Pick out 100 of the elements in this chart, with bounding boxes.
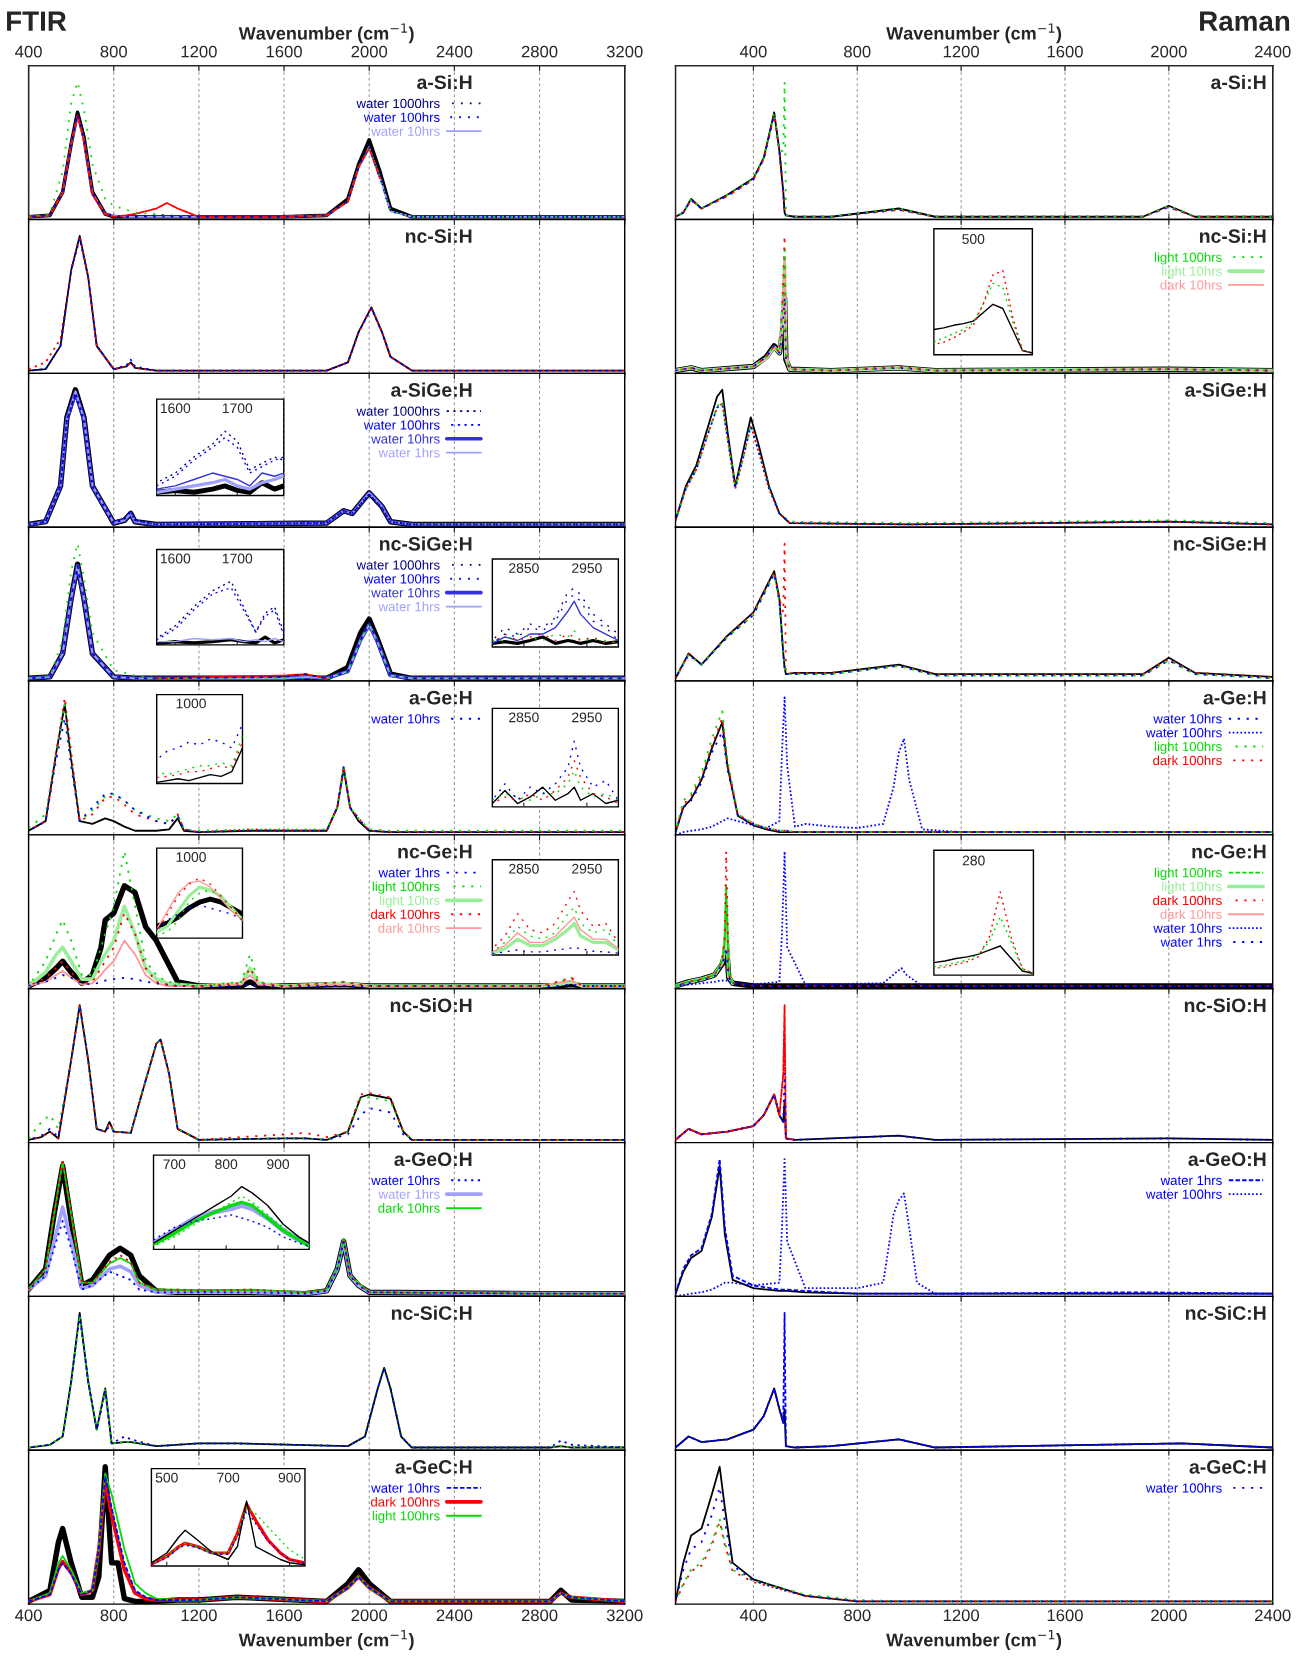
legend-label: light 100hrs	[1154, 867, 1222, 880]
x-tick-label: 1600	[266, 1609, 302, 1622]
chart-title: nc-SiGe:H	[1174, 536, 1266, 551]
legend-label: light 10hrs	[1162, 881, 1222, 894]
x-tick-label: 2000	[1151, 1609, 1187, 1622]
x2-tick-label: 400	[15, 45, 42, 58]
legend-label: water 10hrs	[371, 587, 440, 598]
legend-label: dark 100hrs	[370, 1496, 440, 1507]
legend-label: water 10hrs	[371, 713, 440, 724]
legend-label: water 100hrs	[363, 112, 440, 122]
x-tick-label: 400	[15, 1609, 42, 1622]
text: Raman	[1200, 11, 1290, 31]
legend-label: light 100hrs	[1154, 252, 1222, 265]
x-tick-label: 2950	[572, 863, 602, 874]
legend-label: water 100hrs	[363, 419, 440, 430]
legend-label: water 10hrs	[1153, 923, 1222, 933]
x-tick-label: 800	[844, 1609, 871, 1622]
chart-title: nc-SiGe:H	[379, 536, 472, 551]
legend-label: water 1hrs	[378, 867, 440, 878]
legend-label: water 1hrs	[1160, 1175, 1222, 1186]
legend-label: water 100hrs	[1145, 1483, 1222, 1493]
x-tick-label: 800	[215, 1159, 238, 1170]
legend-label: dark 10hrs	[1160, 909, 1222, 919]
x-tick-label: 2950	[572, 712, 602, 723]
legend-label: water 10hrs	[371, 1483, 440, 1493]
annotation: 280	[962, 855, 985, 866]
x2-axis-title: Wavenumber (cm$^{−1}$)	[238, 23, 414, 44]
x2-tick-label: 2000	[351, 45, 388, 58]
legend-label: water 1hrs	[1160, 937, 1222, 947]
legend-label: light 100hrs	[372, 881, 440, 894]
x2-tick-label: 2800	[521, 45, 558, 58]
x-tick-label: 500	[155, 1472, 178, 1483]
chart-title: a-GeO:H	[394, 1152, 472, 1167]
chart-title: nc-SiC:H	[391, 1305, 472, 1320]
chart-title: a-Si:H	[417, 74, 472, 90]
x-tick-label: 900	[267, 1159, 290, 1170]
x-tick-label: 2950	[572, 563, 602, 573]
chart-title: nc-Ge:H	[1192, 844, 1266, 859]
chart-title: nc-SiC:H	[1185, 1305, 1266, 1320]
x-tick-label: 700	[163, 1159, 186, 1170]
legend-label: water 1000hrs	[356, 559, 440, 570]
legend-label: water 1hrs	[378, 1189, 440, 1199]
x-tick-label: 2800	[521, 1609, 558, 1622]
chart-title: nc-Ge:H	[398, 844, 472, 859]
x-tick-label: 800	[100, 1609, 127, 1622]
x-tick-label: 2000	[351, 1609, 388, 1622]
x2-tick-label: 2400	[1255, 45, 1291, 58]
legend-label: light 100hrs	[1154, 741, 1222, 754]
legend-label: water 1000hrs	[356, 406, 440, 416]
legend-label: water 1hrs	[378, 601, 440, 612]
legend-label: light 10hrs	[380, 895, 440, 908]
x-tick-label: 1200	[943, 1609, 980, 1622]
annotation: 1000	[176, 852, 206, 862]
chart-title: a-SiGe:H	[391, 382, 472, 397]
annotation: 1000	[176, 698, 206, 709]
legend-label: water 10hrs	[371, 126, 440, 136]
legend-label: water 10hrs	[371, 433, 440, 444]
chart-title: nc-Si:H	[1199, 228, 1266, 244]
legend-label: dark 10hrs	[1160, 280, 1222, 290]
legend-label: water 100hrs	[363, 573, 440, 584]
legend-label: water 10hrs	[1153, 713, 1222, 724]
legend-label: water 10hrs	[371, 1175, 440, 1186]
x2-tick-label: 1600	[1047, 45, 1083, 58]
x-tick-label: 1200	[181, 1609, 217, 1622]
x-axis-title: Wavenumber (cm$^{−1}$)	[886, 1630, 1062, 1650]
legend-label: dark 10hrs	[378, 1203, 440, 1213]
chart-title: a-GeO:H	[1188, 1152, 1266, 1167]
legend-label: water 100hrs	[1145, 727, 1222, 738]
x-tick-label: 2400	[436, 1609, 473, 1622]
chart-title: a-Si:H	[1211, 74, 1266, 90]
x-tick-label: 2850	[509, 863, 539, 874]
x-tick-label: 2400	[1255, 1609, 1291, 1622]
legend-label: water 100hrs	[1145, 1189, 1222, 1199]
chart-title: a-GeC:H	[395, 1460, 472, 1474]
legend-label: dark 100hrs	[1153, 895, 1222, 906]
x2-tick-label: 800	[844, 45, 871, 58]
chart-title: nc-Si:H	[405, 228, 472, 244]
x-axis-title: Wavenumber (cm$^{−1}$)	[238, 1630, 414, 1650]
legend-label: water 1000hrs	[356, 98, 440, 109]
x2-tick-label: 800	[100, 45, 127, 58]
x-tick-label: 700	[217, 1472, 240, 1483]
x-tick-label: 1700	[222, 403, 253, 414]
annotation: 500	[962, 234, 985, 244]
chart-title: a-SiGe:H	[1185, 382, 1266, 397]
legend-label: dark 10hrs	[378, 923, 440, 933]
x2-tick-label: 1200	[943, 45, 980, 58]
chart-title: a-Ge:H	[1203, 690, 1266, 705]
x-tick-label: 1600	[1047, 1609, 1083, 1622]
x2-tick-label: 2400	[436, 45, 473, 58]
chart-title: a-GeC:H	[1189, 1460, 1266, 1474]
x-tick-label: 2850	[509, 712, 539, 723]
x-tick-label: 1700	[222, 553, 253, 564]
chart-title: a-Ge:H	[409, 690, 472, 705]
chart-title: nc-SiO:H	[1184, 997, 1266, 1013]
x-tick-label: 900	[278, 1472, 301, 1483]
legend-label: light 10hrs	[1162, 266, 1222, 279]
x-tick-label: 3200	[606, 1609, 643, 1622]
text: FTIR	[7, 11, 67, 31]
x2-tick-label: 1600	[266, 45, 302, 58]
legend-label: water 1hrs	[378, 447, 440, 458]
